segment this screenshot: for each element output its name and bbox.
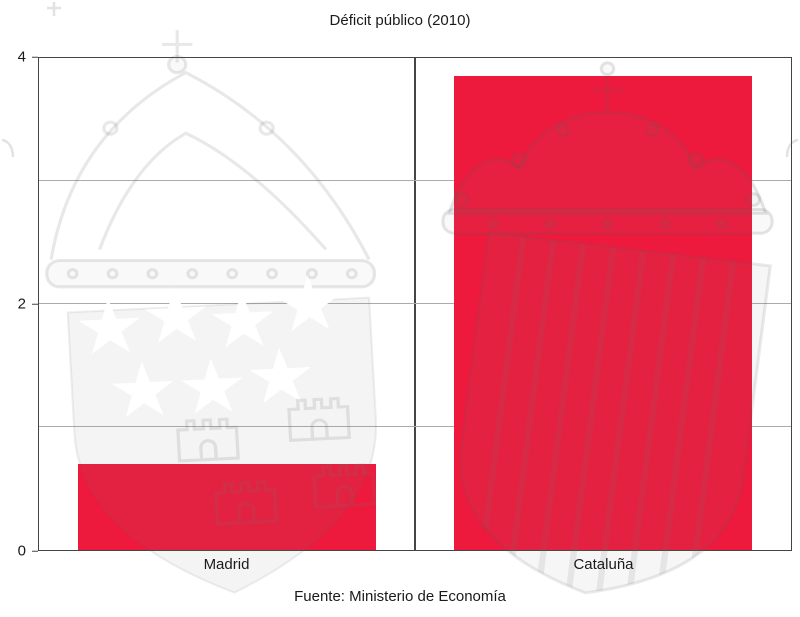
x-axis-labels: Madrid Cataluña xyxy=(38,556,792,573)
y-tick-label-4: 4 xyxy=(17,48,26,66)
x-category-label-madrid: Madrid xyxy=(203,556,250,573)
y-axis: 0 2 4 xyxy=(4,50,38,559)
y-tick-2 xyxy=(32,303,38,305)
gridline-3 xyxy=(39,180,791,181)
chart-title: Déficit público (2010) xyxy=(329,12,471,29)
gridline-1 xyxy=(39,426,791,427)
panel-divider xyxy=(414,58,416,550)
y-tick-label-2: 2 xyxy=(17,295,26,313)
y-tick-0 xyxy=(32,550,38,552)
gridline-2 xyxy=(39,303,791,304)
source-caption: Fuente: Ministerio de Economía xyxy=(294,588,506,605)
plot-area xyxy=(38,57,792,551)
bar-madrid xyxy=(78,463,376,550)
bar-cataluña xyxy=(454,76,752,550)
y-tick-label-0: 0 xyxy=(17,542,26,560)
y-tick-4 xyxy=(32,56,38,58)
x-category-label-cataluña: Cataluña xyxy=(573,556,634,573)
